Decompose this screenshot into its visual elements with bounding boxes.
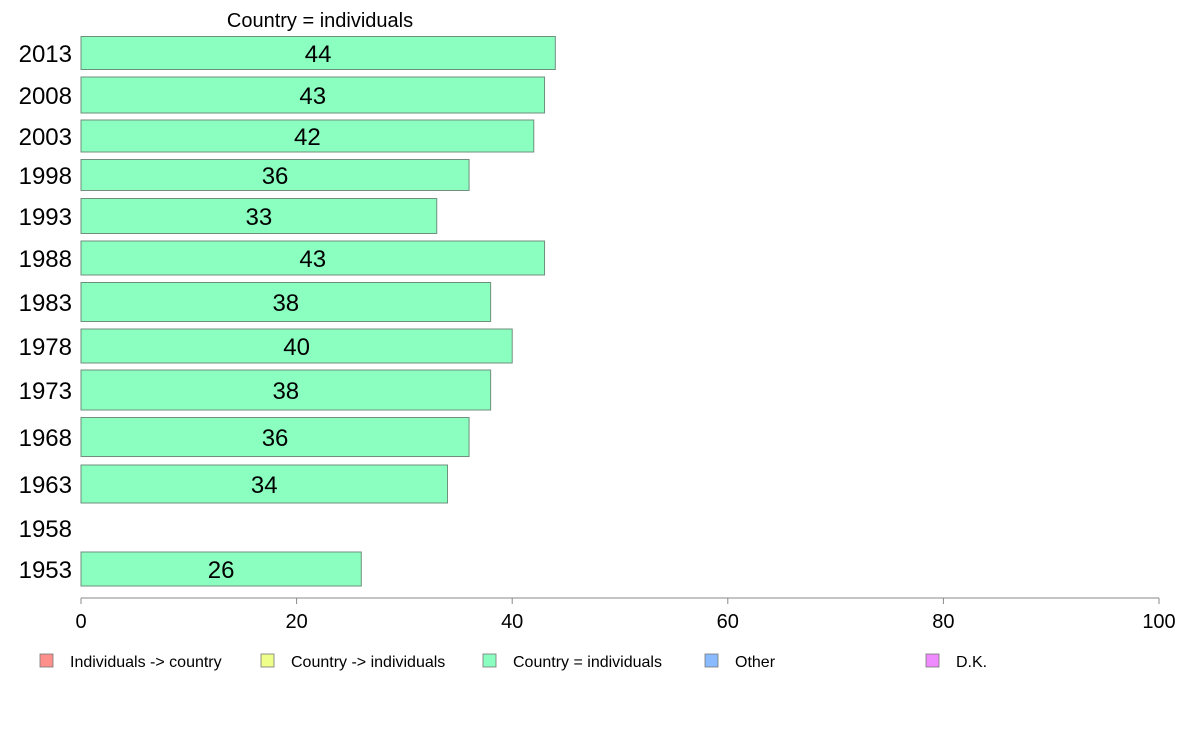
y-tick-label: 1993 bbox=[19, 204, 72, 231]
bar bbox=[80, 159, 470, 191]
y-tick-label: 1958 bbox=[19, 516, 72, 543]
y-tick-label: 2003 bbox=[19, 124, 72, 151]
legend-label: Individuals -> country bbox=[70, 654, 222, 671]
bar bbox=[80, 328, 513, 364]
legend-label: Other bbox=[735, 654, 776, 671]
bar-value-label: 38 bbox=[272, 290, 299, 317]
bar bbox=[80, 198, 438, 234]
x-tick-label: 20 bbox=[285, 611, 307, 633]
legend-swatch bbox=[39, 653, 54, 668]
bar bbox=[80, 417, 470, 457]
bar bbox=[80, 76, 546, 114]
bar-value-label: 44 bbox=[305, 41, 332, 68]
legend-label: D.K. bbox=[956, 654, 987, 671]
bar-value-label: 34 bbox=[251, 472, 278, 499]
bar bbox=[80, 240, 546, 276]
y-tick-label: 1983 bbox=[19, 290, 72, 317]
bar-value-label: 43 bbox=[299, 83, 326, 110]
x-tick-label: 40 bbox=[501, 611, 523, 633]
y-tick-label: 1988 bbox=[19, 246, 72, 273]
bar-value-label: 33 bbox=[246, 204, 273, 231]
y-tick-label: 2013 bbox=[19, 41, 72, 68]
bar-value-label: 36 bbox=[262, 425, 289, 452]
bar-value-label: 40 bbox=[283, 334, 310, 361]
x-tick-label: 60 bbox=[717, 611, 739, 633]
legend-label: Country = individuals bbox=[513, 654, 662, 671]
y-tick-label: 1963 bbox=[19, 472, 72, 499]
legend-label: Country -> individuals bbox=[291, 654, 445, 671]
x-tick-label: 0 bbox=[75, 611, 86, 633]
bar bbox=[80, 282, 492, 322]
bar-value-label: 26 bbox=[208, 557, 235, 584]
bar bbox=[80, 36, 556, 70]
chart-title: Country = individuals bbox=[227, 10, 413, 32]
y-tick-label: 1973 bbox=[19, 378, 72, 405]
bar bbox=[80, 464, 449, 504]
bar bbox=[80, 551, 362, 587]
bar-value-label: 42 bbox=[294, 124, 321, 151]
y-tick-label: 2008 bbox=[19, 83, 72, 110]
y-tick-label: 1998 bbox=[19, 163, 72, 190]
bar-value-label: 43 bbox=[299, 246, 326, 273]
bar-value-label: 36 bbox=[262, 163, 289, 190]
legend-swatch bbox=[925, 653, 940, 668]
bar bbox=[80, 119, 535, 153]
x-tick-label: 100 bbox=[1142, 611, 1175, 633]
bar-value-label: 38 bbox=[272, 378, 299, 405]
x-tick-label: 80 bbox=[932, 611, 954, 633]
x-axis: 0 20 40 60 80 100 bbox=[75, 597, 1176, 633]
y-tick-label: 1978 bbox=[19, 334, 72, 361]
legend-swatch bbox=[482, 653, 497, 668]
y-tick-label: 1968 bbox=[19, 425, 72, 452]
legend-swatch bbox=[260, 653, 275, 668]
bars-group: 2013 44 2008 43 2003 42 1998 36 1993 33 1988 43 1983… bbox=[19, 36, 556, 587]
legend: Individuals -> country Country -> individ… bbox=[39, 653, 987, 671]
bar bbox=[80, 369, 492, 411]
y-tick-label: 1953 bbox=[19, 557, 72, 584]
legend-swatch bbox=[704, 653, 719, 668]
